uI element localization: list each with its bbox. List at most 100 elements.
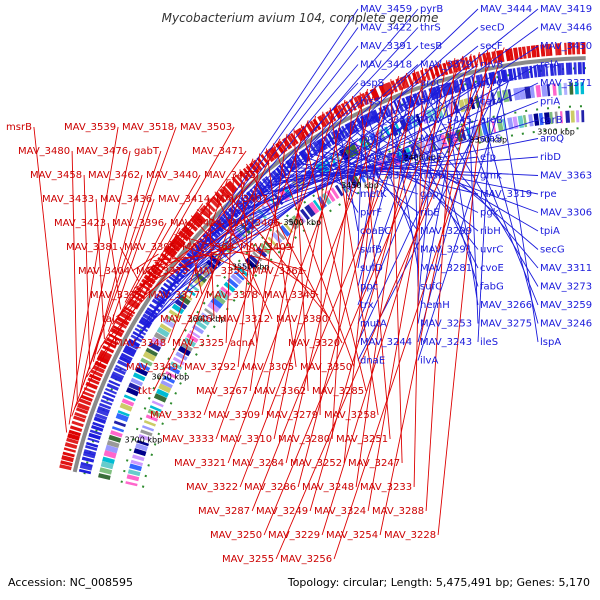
reverse-strand-feature [80,394,93,402]
reverse-gene-label: MAV_3252 [290,458,342,469]
forward-callout-line [443,90,479,306]
kbp-scale-label: 3350 kbp [469,136,507,145]
forward-strand-feature [565,62,571,75]
forward-gene-label: MAV_3306 [540,208,592,219]
forward-gene-label: MAV_3311 [540,263,592,274]
forward-callout-line [277,174,359,176]
reverse-strand-feature [75,407,89,415]
forward-strand-feature [106,383,119,391]
forward-strand-feature [210,225,221,236]
kbp-scale-label: 3500 kbp [283,218,321,227]
forward-gene-label: MAV_3334 [360,171,412,182]
reverse-strand-feature [74,412,87,419]
reverse-callout-line [131,253,159,272]
forward-callout-line [477,78,493,343]
forward-callout-line [417,79,487,343]
functional-class-feature [559,111,564,124]
reverse-strand-feature [571,42,576,55]
reverse-callout-line [329,107,379,416]
reverse-gene-label: MAV_3233 [360,482,412,493]
reverse-callout-line [83,174,91,370]
reverse-gene-label: MAV_3423 [54,218,106,229]
reverse-strand-feature [90,369,103,378]
forward-strand-feature [503,69,509,82]
forward-callout-line [230,119,479,216]
forward-gene-label: sufB [360,245,382,256]
functional-class-feature [580,82,585,95]
forward-gene-label: nusB [420,171,445,182]
reverse-gene-label: acnA [230,338,255,349]
reverse-strand-feature [79,398,92,406]
functional-class-feature [279,224,291,237]
reverse-strand-feature [433,65,441,78]
reverse-strand-feature [195,211,207,223]
forward-gene-label: ppc [360,282,378,293]
reverse-gene-label: MAV_3361 [252,266,304,277]
forward-strand-feature [82,451,96,459]
functional-class-feature [143,419,156,427]
forward-callout-line [467,83,479,324]
forward-strand-feature [88,432,101,440]
reverse-gene-label: MAV_3458 [30,170,82,181]
reverse-strand-feature [66,437,79,445]
kbp-scale-label: 3550 kbp [232,263,270,272]
forward-strand-feature [337,127,347,140]
forward-callout-line [212,101,479,234]
functional-class-feature [100,460,114,470]
forward-strand-feature [80,461,93,468]
reverse-strand-feature [141,278,153,289]
reverse-gene-label: MAV_3377 [148,290,200,301]
reverse-strand-feature [378,84,388,98]
forward-strand-feature [117,359,130,369]
reverse-strand-feature [186,220,199,232]
reverse-callout-line [203,120,309,416]
forward-strand-feature [144,309,157,320]
forward-gene-label: MAV_3422 [360,23,412,34]
forward-strand-feature [94,413,108,421]
reverse-strand-feature [508,48,514,61]
reverse-gene-label: MAV_3320 [288,338,340,349]
forward-callout-line [169,45,539,287]
functional-class-feature [162,375,176,384]
functional-class-feature [200,312,213,322]
genome-stats-text: Topology: circular; Length: 5,475,491 bp… [287,576,590,589]
functional-class-feature [496,90,503,104]
reverse-gene-label: MAV_3229 [268,530,320,541]
reverse-strand-feature [92,365,105,374]
reverse-gene-label: MAV_3248 [302,482,354,493]
functional-class-feature [150,336,164,348]
functional-class-feature [420,141,429,155]
functional-class-feature [490,92,496,105]
reverse-gene-label: MAV_3321 [174,458,226,469]
reverse-gene-label: MAV_3333 [162,434,214,445]
reverse-strand-feature [110,327,124,338]
reverse-gene-label: msrB [6,122,32,133]
forward-strand-feature [536,64,542,78]
functional-class-feature [130,459,144,467]
reverse-gene-label: MAV_3351 [194,266,246,277]
forward-gene-label: hemH [420,300,450,311]
forward-strand-feature [553,63,557,76]
reverse-gene-label: MAV_3324 [314,506,366,517]
forward-gene-label: ribH [480,226,501,237]
functional-class-feature [283,222,294,234]
forward-gene-label: pgk [480,208,499,219]
functional-class-feature [106,440,120,449]
reverse-strand-feature [581,42,586,55]
reverse-callout-line [100,174,259,347]
reverse-gene-label: MAV_3292 [184,362,236,373]
functional-class-feature [142,351,157,362]
reverse-strand-feature [249,161,260,174]
reverse-gene-label: MAV_3337 [90,290,142,301]
forward-gene-label: aroB [480,115,503,126]
reverse-gene-label: MAV_3228 [384,530,436,541]
reverse-callout-line [321,53,472,536]
forward-strand-feature [81,456,95,463]
forward-gene-label: ribD [540,152,561,163]
reverse-strand-feature [521,46,527,59]
reverse-gene-label: MAV_3433 [42,194,94,205]
reverse-strand-feature [567,42,572,55]
functional-class-feature [108,434,122,443]
forward-strand-feature [138,319,151,329]
forward-strand-feature [396,99,405,112]
